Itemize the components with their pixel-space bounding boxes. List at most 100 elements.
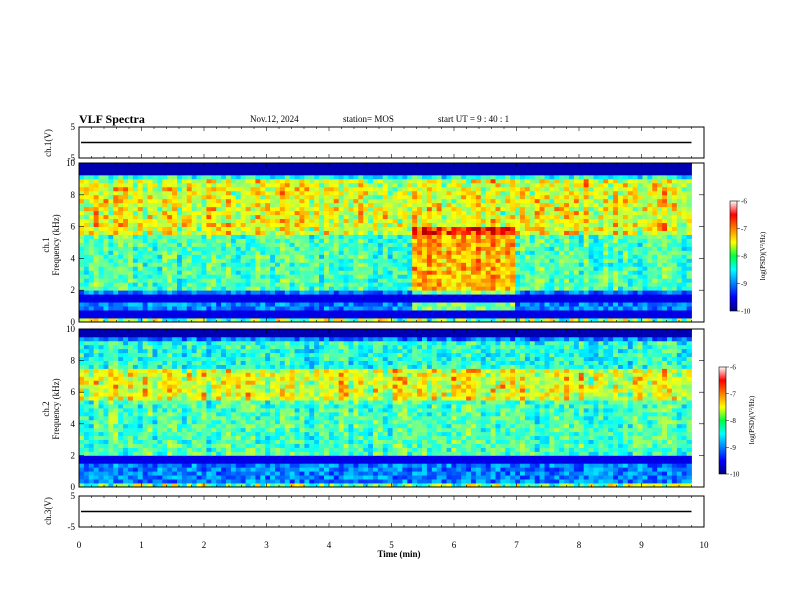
- spectrogram-cell: [627, 226, 634, 231]
- spectrogram-cell: [397, 274, 403, 279]
- spectrogram-cell: [642, 194, 648, 200]
- spectrogram-cell: [622, 222, 629, 228]
- spectrogram-cell: [671, 226, 678, 231]
- spectrogram-cell: [382, 186, 389, 192]
- spectrogram-cell: [632, 186, 638, 192]
- spectrogram-cell: [475, 234, 482, 239]
- spectrogram-cell: [505, 266, 511, 271]
- spectrogram-cell: [279, 194, 286, 200]
- spectrogram-cell: [397, 266, 403, 271]
- spectrogram-cell: [348, 290, 354, 295]
- spectrogram-cell: [167, 318, 173, 323]
- spectrogram-cell: [240, 238, 246, 243]
- spectrogram-cell: [172, 282, 178, 287]
- spectrogram-cell: [505, 238, 511, 243]
- spectrogram-cell: [226, 250, 232, 255]
- spectrogram-cell: [397, 262, 403, 267]
- spectrogram-cell: [265, 202, 271, 208]
- spectrogram-cell: [83, 306, 90, 311]
- spectrogram-cell: [676, 258, 683, 263]
- spectrogram-cell: [118, 314, 124, 319]
- spectrogram-cell: [103, 166, 109, 172]
- spectrogram-cell: [245, 262, 251, 267]
- spectrogram-cell: [412, 178, 418, 184]
- spectrogram-cell: [172, 298, 178, 303]
- spectrogram-cell: [226, 286, 232, 291]
- spectrogram-cell: [314, 274, 320, 279]
- spectrogram-cell: [642, 250, 648, 255]
- spectrogram-cell: [402, 182, 408, 188]
- spectrogram-cell: [417, 178, 423, 184]
- spectrogram-cell: [622, 306, 629, 311]
- spectrogram-cell: [358, 214, 364, 220]
- spectrogram-cell: [632, 210, 638, 216]
- spectrogram-cell: [368, 170, 374, 176]
- spectrogram-cell: [132, 310, 139, 315]
- spectrogram-cell: [510, 298, 516, 303]
- spectrogram-cell: [642, 206, 648, 212]
- spectrogram-cell: [172, 230, 178, 235]
- spectrogram-cell: [343, 290, 349, 295]
- spectrogram-cell: [216, 318, 222, 323]
- spectrogram-cell: [284, 294, 291, 299]
- spectrogram-cell: [490, 174, 496, 180]
- spectrogram-cell: [343, 206, 349, 212]
- spectrogram-cell: [196, 178, 202, 184]
- spectrogram-cell: [211, 258, 217, 263]
- spectrogram-cell: [461, 290, 467, 295]
- spectrogram-cell: [240, 178, 246, 184]
- spectrogram-cell: [397, 258, 403, 263]
- spectrogram-cell: [529, 266, 536, 271]
- spectrogram-cell: [196, 202, 202, 208]
- spectrogram-cell: [510, 190, 516, 196]
- spectrogram-cell: [500, 270, 506, 275]
- spectrogram-cell: [559, 306, 565, 311]
- spectrogram-cell: [314, 302, 320, 307]
- spectrogram-cell: [270, 214, 276, 220]
- spectrogram-cell: [275, 306, 281, 311]
- spectrogram-cell: [348, 170, 354, 176]
- spectrogram-cell: [289, 302, 295, 307]
- spectrogram-cell: [613, 210, 619, 216]
- spectrogram-cell: [83, 318, 90, 323]
- spectrogram-cell: [485, 163, 491, 168]
- spectrogram-cell: [343, 182, 349, 188]
- spectrogram-cell: [515, 226, 521, 231]
- spectrogram-cell: [123, 210, 129, 216]
- spectrogram-cell: [603, 194, 609, 200]
- spectrogram-cell: [657, 163, 663, 168]
- spectrogram-cell: [608, 194, 614, 200]
- spectrogram-cell: [441, 254, 447, 259]
- spectrogram-cell: [495, 310, 501, 315]
- spectrogram-cell: [657, 286, 663, 291]
- spectrogram-cell: [284, 318, 291, 323]
- spectrogram-cell: [461, 170, 467, 176]
- spectrogram-cell: [686, 242, 692, 247]
- spectrogram-cell: [549, 318, 555, 323]
- spectrogram-cell: [88, 202, 95, 208]
- spectrogram-cell: [539, 282, 545, 287]
- spectrogram-cell: [559, 210, 565, 216]
- spectrogram-cell: [265, 278, 271, 283]
- spectrogram-cell: [431, 306, 438, 311]
- spectrogram-cell: [245, 186, 251, 192]
- spectrogram-cell: [520, 166, 526, 172]
- spectrogram-cell: [475, 246, 482, 251]
- spectrogram-cell: [348, 222, 354, 228]
- spectrogram-cell: [647, 230, 653, 235]
- spectrogram-cell: [181, 178, 188, 184]
- spectrogram-cell: [83, 302, 90, 307]
- spectrogram-cell: [294, 274, 300, 279]
- spectrogram-cell: [250, 266, 256, 271]
- spectrogram-cell: [333, 278, 340, 283]
- spectrogram-cell: [226, 258, 232, 263]
- spectrogram-cell: [588, 302, 594, 307]
- spectrogram-cell: [593, 314, 599, 319]
- spectrogram-cell: [255, 258, 261, 263]
- spectrogram-cell: [549, 170, 555, 176]
- spectrogram-cell: [451, 194, 457, 200]
- spectrogram-cell: [520, 214, 526, 220]
- spectrogram-cell: [279, 290, 286, 295]
- spectrogram-cell: [573, 294, 580, 299]
- date-label: Nov.12, 2024: [250, 114, 299, 124]
